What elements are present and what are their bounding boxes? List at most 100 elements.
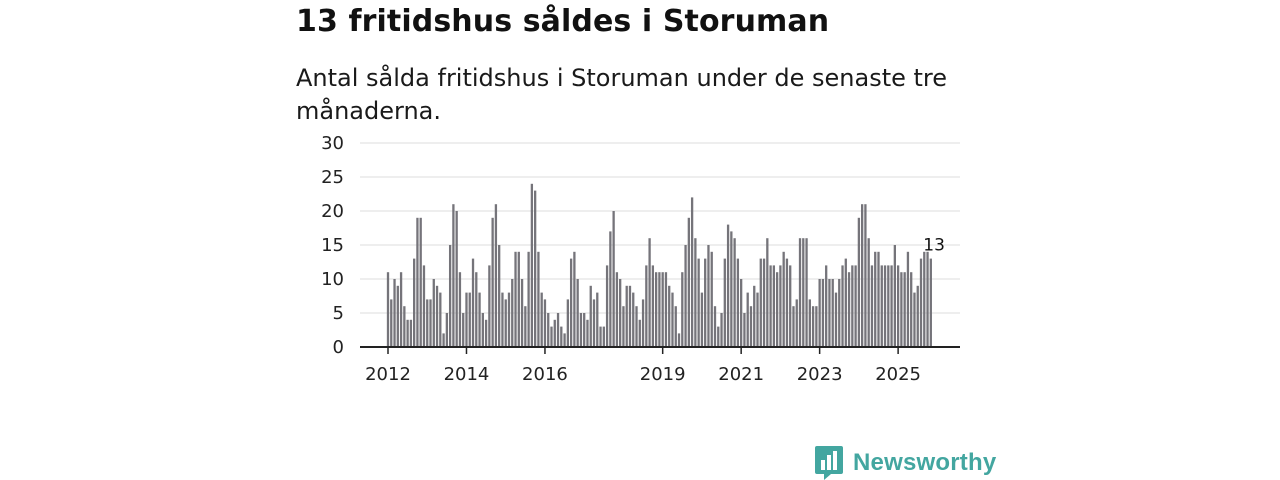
bar — [455, 211, 458, 347]
bar — [883, 265, 887, 347]
bar — [511, 279, 514, 347]
x-tick-label: 2021 — [718, 364, 764, 385]
bar — [668, 285, 671, 347]
bar — [834, 292, 838, 347]
x-tick-label: 2019 — [640, 364, 686, 385]
bar — [520, 279, 524, 347]
bar — [661, 272, 664, 347]
bar — [560, 326, 563, 347]
bar — [406, 319, 409, 347]
bar — [596, 292, 599, 347]
bar — [599, 326, 602, 347]
bar — [697, 258, 700, 347]
bar — [880, 265, 883, 347]
bar — [723, 258, 726, 347]
y-tick-label: 5 — [333, 303, 344, 324]
bar — [537, 251, 540, 347]
bar — [491, 217, 494, 347]
bar — [399, 272, 403, 347]
bar — [628, 285, 632, 347]
bar — [798, 238, 802, 347]
newsworthy-logo[interactable]: Newsworthy — [815, 446, 996, 480]
bar — [805, 238, 808, 347]
bar — [605, 265, 609, 347]
bar — [815, 306, 818, 347]
bar — [896, 265, 900, 347]
bar — [592, 299, 596, 347]
bar — [874, 251, 877, 347]
bar — [887, 265, 890, 347]
bar — [488, 265, 491, 347]
bar — [390, 299, 393, 347]
bar — [707, 245, 710, 347]
bar — [877, 251, 880, 347]
bar — [504, 299, 507, 347]
bar — [432, 279, 435, 347]
bar — [903, 272, 906, 347]
bar — [484, 319, 488, 347]
bar — [785, 258, 789, 347]
bar — [507, 292, 511, 347]
bar — [779, 265, 782, 347]
x-tick-label: 2016 — [522, 364, 568, 385]
bar — [717, 326, 720, 347]
bar — [916, 285, 919, 347]
bar — [720, 313, 723, 347]
bar — [782, 251, 785, 347]
bar — [864, 204, 867, 347]
bar — [416, 217, 419, 347]
bar — [569, 258, 573, 347]
bar — [789, 265, 792, 347]
bar — [550, 326, 553, 347]
bar — [393, 279, 396, 347]
bar — [435, 285, 439, 347]
y-tick-label: 25 — [321, 167, 344, 188]
bar — [632, 292, 635, 347]
bar — [700, 292, 704, 347]
bar — [573, 251, 576, 347]
bar — [681, 272, 684, 347]
bar — [769, 265, 772, 347]
bar — [566, 299, 569, 347]
bar — [919, 258, 923, 347]
bar — [910, 272, 913, 347]
bar — [563, 333, 566, 347]
bar — [913, 292, 916, 347]
bar — [602, 326, 605, 347]
y-tick-label: 0 — [333, 337, 344, 358]
bar — [609, 231, 612, 347]
bar — [743, 313, 746, 347]
bar — [704, 258, 707, 347]
bar — [772, 265, 776, 347]
bar — [517, 251, 520, 347]
bar — [811, 306, 815, 347]
bar — [841, 265, 844, 347]
bar — [713, 306, 717, 347]
bar — [422, 265, 426, 347]
chart-title: 13 fritidshus såldes i Storuman — [296, 4, 830, 39]
bar — [442, 333, 445, 347]
bar — [556, 313, 560, 347]
bar — [478, 292, 481, 347]
bar — [664, 272, 668, 347]
bar — [465, 292, 468, 347]
bar — [386, 272, 390, 347]
bar — [576, 279, 579, 347]
bar — [710, 251, 713, 347]
bar — [583, 313, 586, 347]
bar — [429, 299, 432, 347]
bar — [498, 245, 501, 347]
bar — [677, 333, 681, 347]
bar — [775, 272, 779, 347]
bar — [641, 299, 645, 347]
bar — [471, 258, 475, 347]
bar — [756, 292, 759, 347]
bar — [586, 319, 589, 347]
bar — [828, 279, 831, 347]
bar — [534, 190, 537, 347]
bar — [893, 245, 896, 347]
bar — [857, 217, 861, 347]
bar — [690, 197, 694, 347]
bar — [612, 211, 615, 347]
bar — [445, 313, 449, 347]
